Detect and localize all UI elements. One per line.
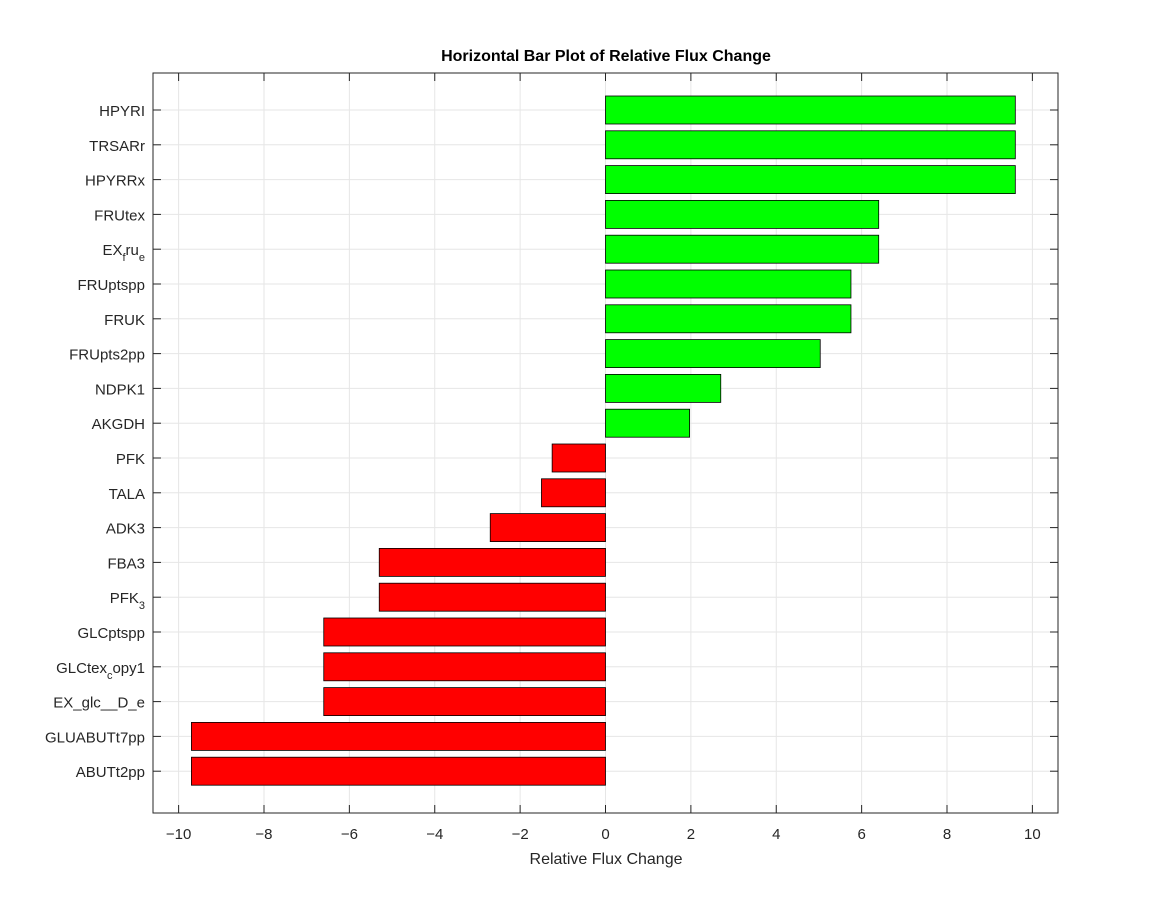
- bar: [605, 234, 880, 264]
- x-tick-label: 2: [687, 826, 695, 843]
- x-tick-label: −6: [341, 826, 358, 843]
- y-tick-label: FRUpts2pp: [69, 347, 145, 364]
- y-tick-label: AKGDH: [92, 416, 145, 433]
- x-tick-label: 8: [943, 826, 951, 843]
- bar: [551, 443, 606, 473]
- y-tick-label: PFK: [116, 451, 145, 468]
- bar: [605, 130, 1016, 160]
- bar: [605, 95, 1016, 125]
- bar: [605, 373, 722, 403]
- x-tick-labels: −10 −8 −6 −4 −2 0 2 4 6 8 10: [166, 826, 1041, 843]
- bar: [605, 165, 1016, 195]
- y-tick-label: ADK3: [106, 521, 145, 538]
- bar: [378, 548, 606, 577]
- y-tick-label: FRUK: [104, 312, 145, 329]
- x-tick-label: 4: [772, 826, 780, 843]
- x-axis-label: Relative Flux Change: [530, 851, 683, 868]
- bar: [323, 652, 606, 682]
- bar: [191, 756, 606, 786]
- y-tick-labels: HPYRI TRSARr HPYRRx FRUtex EXfrue FRUptspp FRU…: [45, 103, 146, 781]
- y-tick-label: GLCtexcopy1: [56, 660, 145, 682]
- x-tick-label: 6: [857, 826, 865, 843]
- y-tick-label: ABUTt2pp: [76, 764, 145, 781]
- x-tick-label: −10: [166, 826, 191, 843]
- bar: [323, 617, 606, 647]
- y-tick-label: GLUABUTt7pp: [45, 729, 145, 746]
- bar: [489, 513, 606, 542]
- bar: [605, 339, 821, 369]
- y-tick-label: FRUptspp: [77, 277, 145, 294]
- bar: [605, 199, 880, 229]
- x-tick-label: −8: [255, 826, 272, 843]
- x-tick-label: −2: [512, 826, 529, 843]
- x-tick-label: 0: [601, 826, 609, 843]
- y-tick-label: HPYRI: [99, 103, 145, 120]
- bar: [191, 722, 606, 751]
- y-tick-label: EX_glc__D_e: [53, 695, 145, 712]
- y-tick-label: TRSARr: [89, 138, 145, 155]
- bar: [378, 582, 606, 612]
- y-tick-label: NDPK1: [95, 381, 145, 398]
- bar: [541, 478, 606, 508]
- chart-title: Horizontal Bar Plot of Relative Flux Cha…: [441, 48, 771, 65]
- x-tick-label: 10: [1024, 826, 1041, 843]
- y-tick-label: FRUtex: [94, 207, 145, 224]
- bar: [605, 408, 690, 438]
- y-tick-label: HPYRRx: [85, 173, 146, 190]
- y-tick-label: PFK3: [110, 590, 145, 612]
- y-tick-label: TALA: [109, 486, 145, 503]
- y-tick-label: GLCptspp: [77, 625, 145, 642]
- bar: [605, 269, 852, 299]
- x-tick-label: −4: [426, 826, 443, 843]
- bar: [605, 304, 852, 334]
- bars: [191, 95, 1016, 786]
- y-tick-label: FBA3: [107, 555, 145, 572]
- bar: [323, 687, 606, 716]
- axes: [152, 72, 1059, 814]
- y-tick-label: EXfrue: [102, 242, 145, 264]
